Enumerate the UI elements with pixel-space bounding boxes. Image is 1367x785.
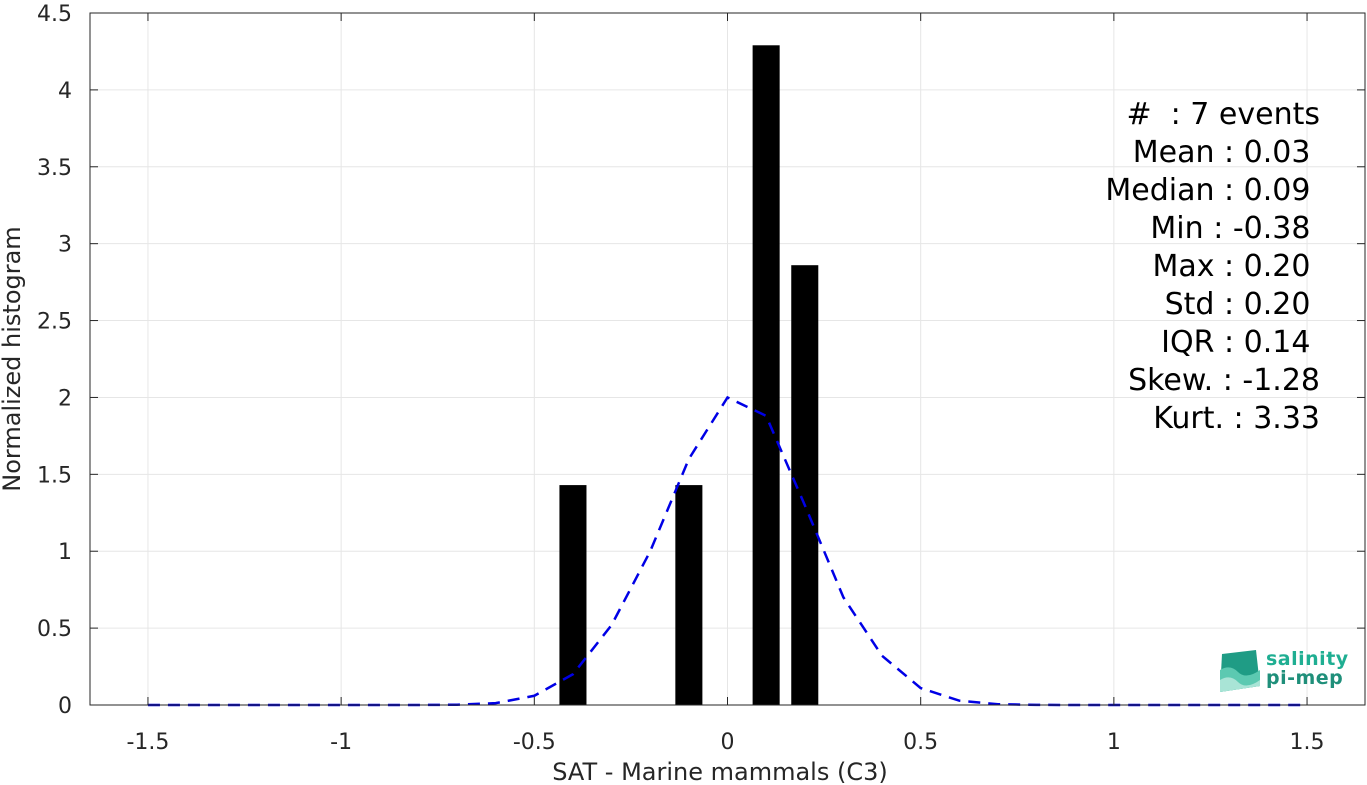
x-tick-label: 0 xyxy=(721,730,735,755)
histogram-bar xyxy=(675,485,703,705)
y-axis-label: Normalized histogram xyxy=(0,226,26,491)
logo-text-salinity: salinity xyxy=(1266,648,1349,670)
stat-kurt: Kurt. : 3.33 xyxy=(1153,401,1320,436)
stat-iqr: IQR : 0.14 xyxy=(1161,325,1320,360)
y-tick-label: 2 xyxy=(58,386,72,411)
x-tick-label: 0.5 xyxy=(903,730,938,755)
stat-max: Max : 0.20 xyxy=(1152,249,1320,284)
stat-mean: Mean : 0.03 xyxy=(1132,135,1320,170)
x-axis-ticks: -1.5 -1 -0.5 0 0.5 1 1.5 xyxy=(126,13,1325,755)
histogram-bars xyxy=(559,45,819,705)
x-tick-label: -1.5 xyxy=(126,730,169,755)
logo-wave-icon xyxy=(1220,650,1260,692)
stat-median: Median : 0.09 xyxy=(1105,173,1320,208)
y-tick-label: 3.5 xyxy=(37,156,72,181)
histogram-bar xyxy=(752,45,780,705)
x-tick-label: -0.5 xyxy=(513,730,556,755)
y-tick-label: 0.5 xyxy=(37,617,72,642)
x-tick-label: 1.5 xyxy=(1290,730,1325,755)
stat-events: # : 7 events xyxy=(1126,97,1320,132)
y-tick-label: 1 xyxy=(58,540,72,565)
stat-skew: Skew. : -1.28 xyxy=(1128,363,1320,398)
salinity-pimep-logo: salinity pi-mep xyxy=(1216,646,1349,696)
x-tick-label: -1 xyxy=(330,730,352,755)
histogram-bar xyxy=(559,485,587,705)
y-axis-ticks: 0 0.5 1 1.5 2 2.5 3 3.5 4 4.5 xyxy=(37,2,1365,719)
y-tick-label: 3 xyxy=(58,233,72,258)
stat-min: Min : -0.38 xyxy=(1150,211,1320,246)
y-tick-label: 1.5 xyxy=(37,463,72,488)
y-tick-label: 4 xyxy=(58,79,72,104)
stat-std: Std : 0.20 xyxy=(1164,287,1320,322)
x-tick-label: 1 xyxy=(1107,730,1121,755)
logo-text-pimep: pi-mep xyxy=(1266,667,1344,689)
x-axis-label: SAT - Marine mammals (C3) xyxy=(552,758,887,785)
y-tick-label: 0 xyxy=(58,694,72,719)
y-tick-label: 2.5 xyxy=(37,310,72,335)
y-tick-label: 4.5 xyxy=(37,2,72,27)
